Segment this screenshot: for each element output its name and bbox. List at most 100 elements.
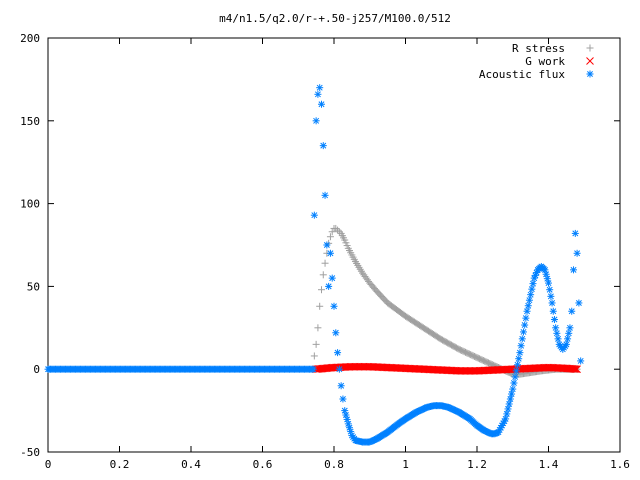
data-point <box>566 324 574 332</box>
x-tick-label: 0 <box>45 458 52 471</box>
x-tick-label: 0.2 <box>110 458 130 471</box>
y-tick-label: 100 <box>20 198 40 211</box>
data-point <box>553 329 561 337</box>
x-tick-label: 0.6 <box>253 458 273 471</box>
data-point <box>328 274 336 282</box>
legend-label: G work <box>525 55 565 68</box>
data-point <box>332 224 340 232</box>
data-point <box>334 349 342 357</box>
data-point <box>522 314 530 322</box>
data-point <box>571 229 579 237</box>
axes: 0 0.2 0.4 0.6 0.8 1 1.2 1.4 1.6 -50 0 50 100 150 200 <box>20 32 630 471</box>
data-point <box>309 365 317 373</box>
data-point <box>547 292 555 300</box>
data-point <box>342 411 350 419</box>
data-point <box>529 280 537 288</box>
data-point <box>562 340 570 348</box>
data-point <box>505 400 513 408</box>
data-point <box>575 299 583 307</box>
x-tick-label: 0.4 <box>181 458 201 471</box>
y-tick-label: -50 <box>20 446 40 459</box>
data-point <box>328 228 336 236</box>
data-point <box>314 324 322 332</box>
legend-label: R stress <box>512 42 565 55</box>
data-point <box>310 352 318 360</box>
data-point <box>518 335 526 343</box>
series-r-stress <box>310 224 581 378</box>
data-point <box>565 329 573 337</box>
data-point <box>334 226 342 234</box>
x-tick-label: 1.6 <box>610 458 630 471</box>
data-point <box>549 307 557 315</box>
x-tick-label: 1.2 <box>467 458 487 471</box>
data-point <box>335 365 343 373</box>
data-point <box>541 266 549 274</box>
data-point <box>542 270 550 278</box>
data-point <box>546 286 554 294</box>
data-point <box>515 355 523 363</box>
series-acoustic-flux <box>44 84 585 446</box>
data-point <box>570 266 578 274</box>
data-point <box>573 365 581 374</box>
data-point <box>509 385 517 393</box>
data-point <box>554 335 562 343</box>
legend-marker <box>586 57 594 65</box>
data-point <box>316 302 324 310</box>
x-tick-label: 1.4 <box>539 458 559 471</box>
data-point <box>323 241 331 249</box>
x-tick-label: 1 <box>402 458 409 471</box>
data-point <box>548 299 556 307</box>
data-point <box>310 211 318 219</box>
data-point <box>502 415 510 423</box>
data-point <box>527 291 535 299</box>
y-tick-label: 150 <box>20 115 40 128</box>
data-point <box>335 228 343 236</box>
data-point <box>512 367 520 375</box>
data-point <box>524 302 532 310</box>
data-point <box>319 142 327 150</box>
data-point <box>550 316 558 324</box>
data-point <box>319 271 327 279</box>
data-point <box>503 410 511 418</box>
data-point <box>343 415 351 423</box>
data-point <box>514 361 522 369</box>
data-point <box>572 365 580 373</box>
data-point <box>330 302 338 310</box>
data-point <box>339 395 347 403</box>
data-point <box>577 357 585 365</box>
data-point <box>517 342 525 350</box>
data-point <box>337 382 345 390</box>
data-point <box>325 282 333 290</box>
data-point <box>506 395 514 403</box>
data-point <box>523 307 531 315</box>
y-tick-label: 0 <box>33 363 40 376</box>
data-point <box>569 365 578 373</box>
chart-title: m4/n1.5/q2.0/r-+.50-j257/M100.0/512 <box>219 12 451 25</box>
data-point <box>317 286 325 294</box>
data-point <box>525 296 533 304</box>
data-point <box>521 321 529 329</box>
data-point <box>321 259 329 267</box>
data-point <box>317 100 325 108</box>
data-point <box>326 233 334 241</box>
y-tick-label: 200 <box>20 32 40 45</box>
data-point <box>332 329 340 337</box>
data-point <box>511 373 519 381</box>
data-point <box>570 365 579 373</box>
data-point <box>516 349 524 357</box>
legend-marker <box>586 70 594 78</box>
data-point <box>316 84 324 92</box>
data-point <box>508 390 516 398</box>
data-point <box>552 324 560 332</box>
data-point <box>564 335 572 343</box>
legend-label: Acoustic flux <box>479 68 565 81</box>
legend-marker <box>586 44 594 52</box>
data-point <box>312 340 320 348</box>
data-point <box>568 307 576 315</box>
y-tick-label: 50 <box>27 280 40 293</box>
plot-frame <box>47 37 621 453</box>
data-point <box>341 407 349 415</box>
data-point <box>528 285 536 293</box>
